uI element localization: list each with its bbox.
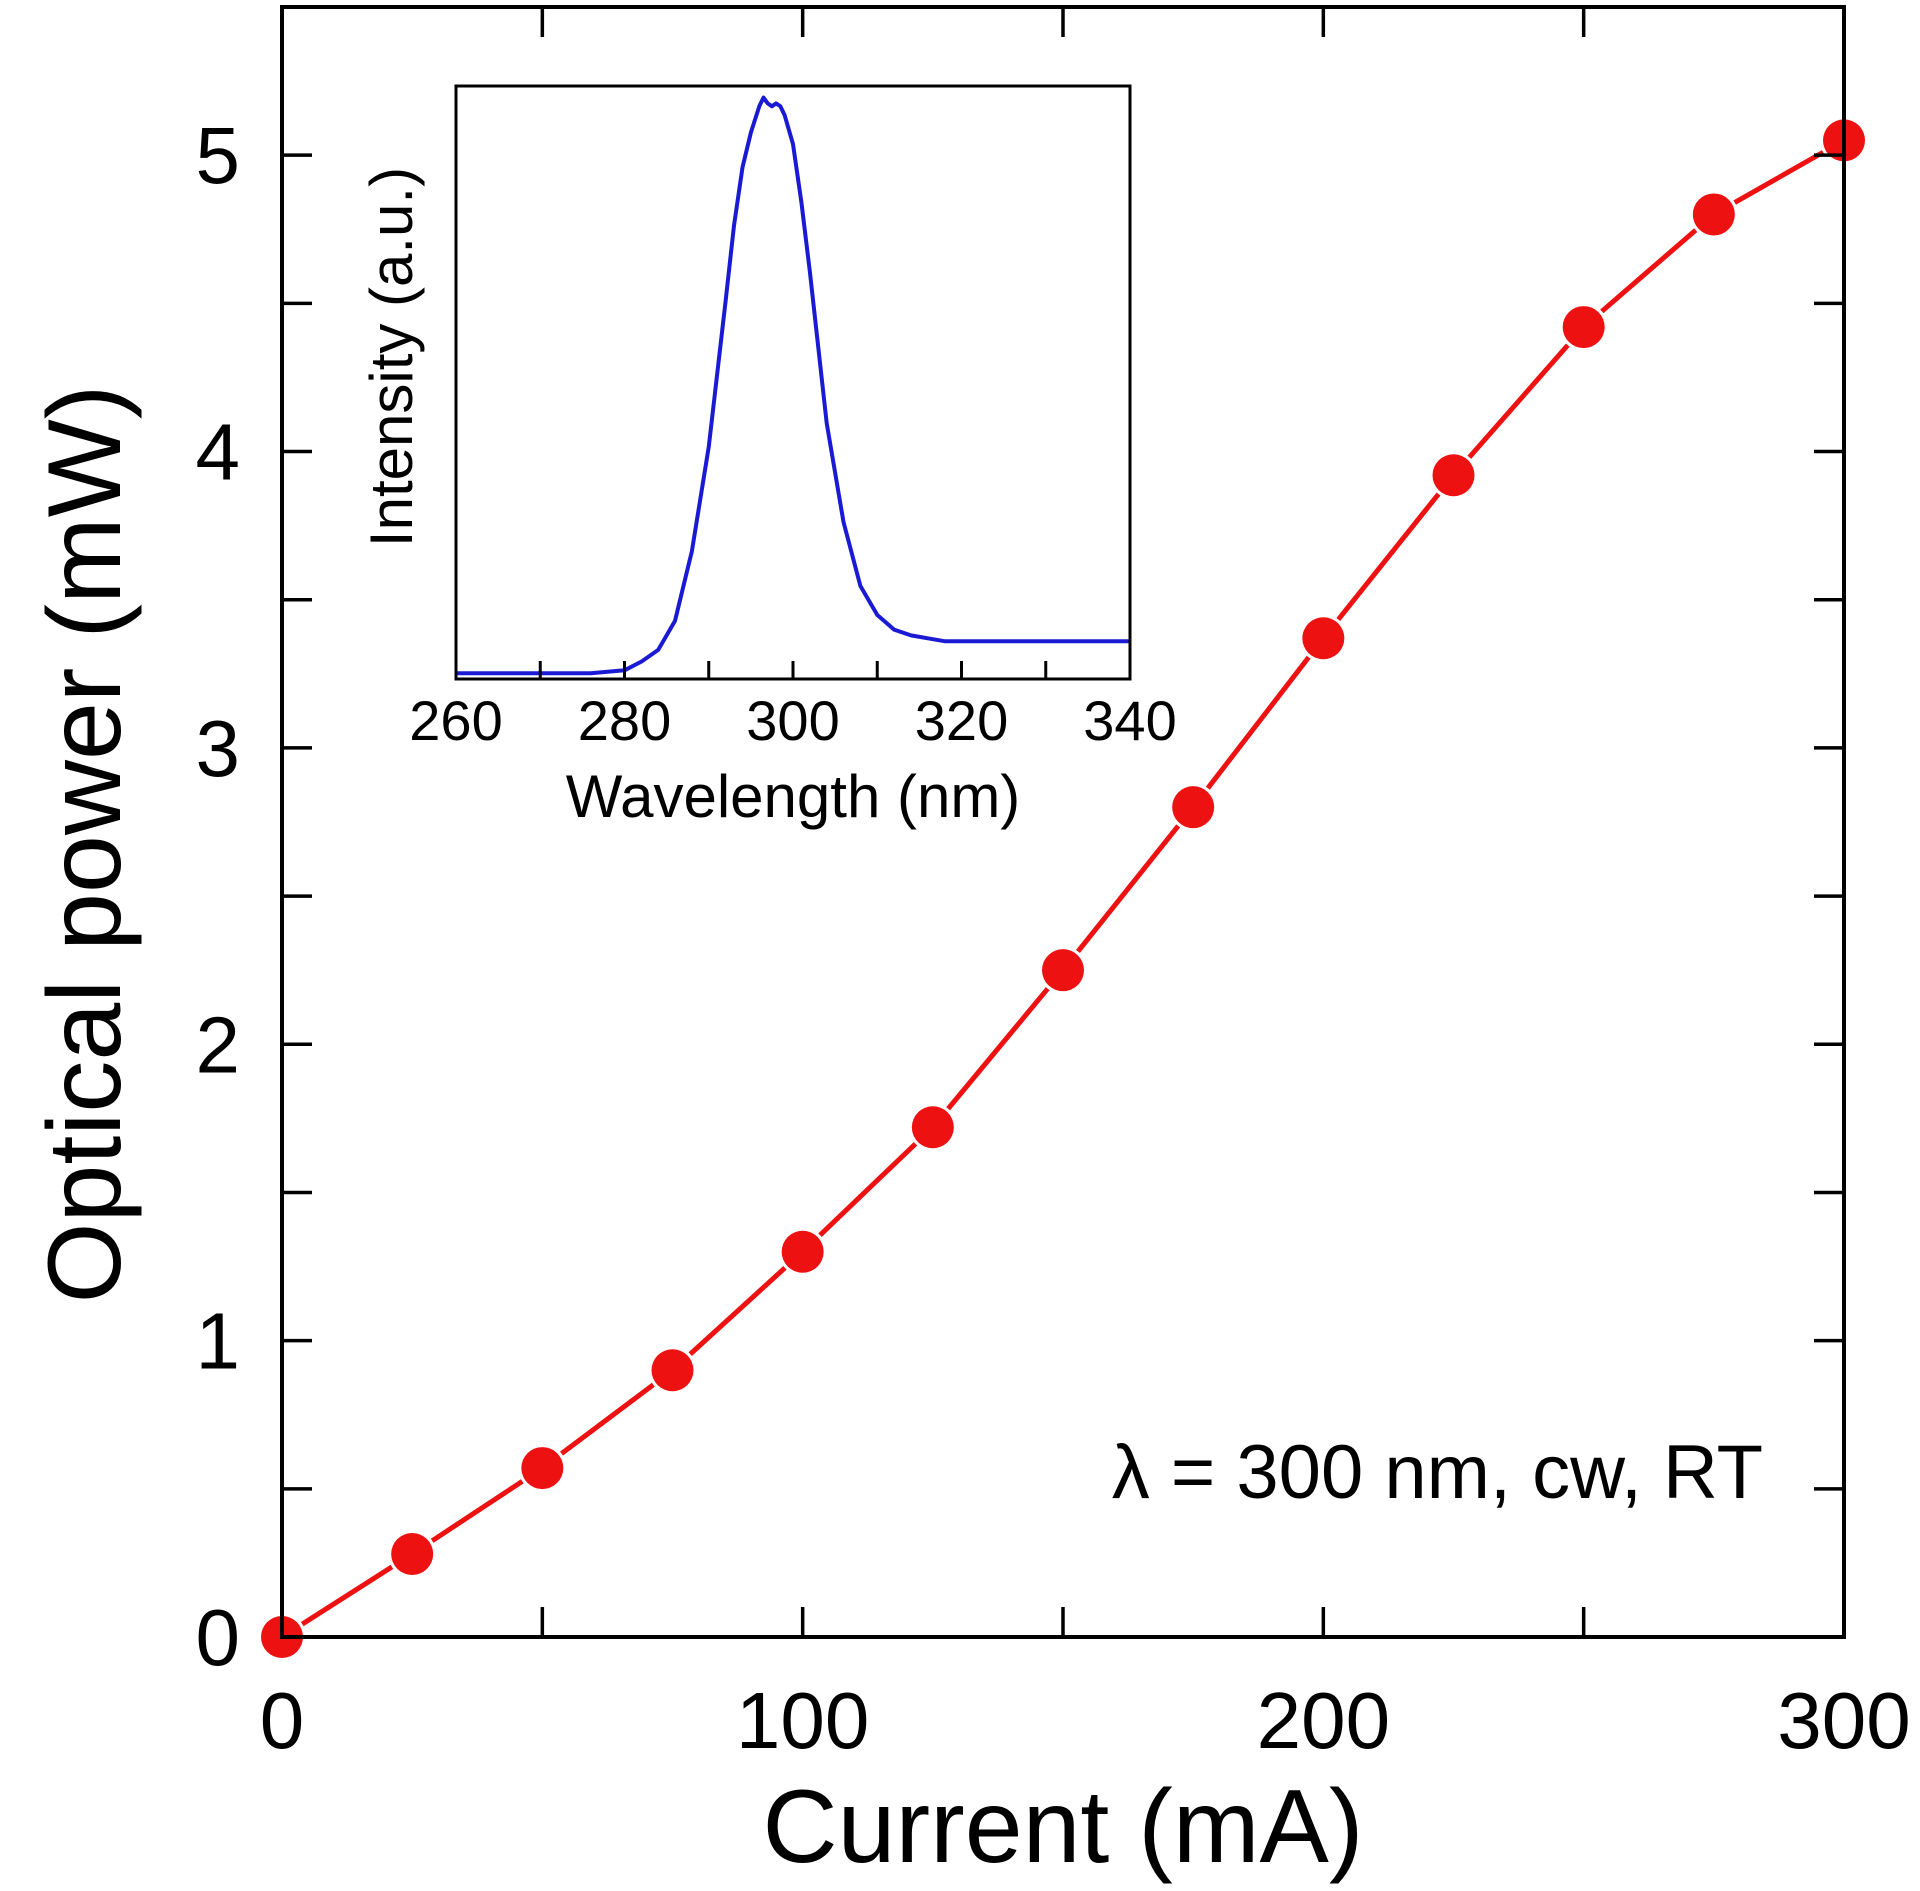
inset-spectrum-line: [456, 95, 1130, 676]
main-x-tick-label: 200: [1257, 1676, 1390, 1765]
inset-x-tick-label: 340: [1083, 689, 1176, 752]
main-y-tick-label: 4: [196, 408, 241, 497]
main-x-tick-label: 300: [1777, 1676, 1910, 1765]
main-data-point: [1042, 949, 1084, 992]
main-annotation: λ = 300 nm, cw, RT: [1112, 1430, 1763, 1515]
main-data-point: [1432, 454, 1475, 497]
inset-ticks: [454, 661, 1132, 679]
inset-x-tick-labels: 260 280 300 320 340: [409, 689, 1176, 752]
main-series-line-segment: [688, 1266, 787, 1356]
main-series-line-segment: [946, 987, 1050, 1111]
main-series-line-segment: [1600, 228, 1698, 314]
main-y-tick-label: 0: [196, 1593, 241, 1682]
main-data-point: [651, 1349, 694, 1392]
main-x-tick-labels: 0 100 200 300: [260, 1676, 1911, 1765]
inset-x-tick-label: 320: [915, 689, 1008, 752]
main-series-line-segment: [430, 1479, 524, 1543]
main-ticks: [280, 5, 1846, 1639]
main-data-point: [1562, 306, 1605, 349]
main-y-tick-labels: 0 1 2 3 4 5: [196, 111, 241, 1682]
main-y-tick-label: 5: [196, 111, 241, 200]
main-data-point: [781, 1230, 824, 1273]
inset-y-axis-label: Intensity (a.u.): [358, 167, 425, 547]
main-series: [261, 119, 1865, 1658]
main-data-point: [1692, 193, 1735, 236]
inset-x-tick-label: 300: [746, 689, 839, 752]
main-series-line-segment: [300, 1564, 394, 1627]
main-series-line-segment: [818, 1142, 918, 1237]
main-data-point: [391, 1533, 434, 1576]
main-y-tick-label: 2: [196, 1000, 241, 1089]
main-data-point: [1302, 617, 1345, 660]
main-series-line-segment: [1205, 655, 1311, 790]
inset-x-tick-label: 280: [578, 689, 671, 752]
main-data-point: [1172, 786, 1215, 829]
main-y-tick-label: 3: [196, 704, 241, 793]
main-data-point: [521, 1447, 564, 1490]
main-series-line-segment: [1733, 150, 1825, 205]
main-series-line-segment: [1076, 824, 1181, 953]
main-series-line-segment: [560, 1382, 655, 1456]
main-data-point: [911, 1106, 954, 1149]
inset-x-tick-label: 260: [409, 689, 502, 752]
main-x-axis-label: Current (mA): [763, 1769, 1364, 1885]
main-y-tick-label: 1: [196, 1297, 241, 1386]
main-plot: 0 100 200 300 0 1 2 3 4 5 Current (mA) Optical p…: [27, 5, 1911, 1885]
main-series-line-segment: [1336, 492, 1441, 622]
main-x-tick-label: 100: [736, 1676, 869, 1765]
inset-plot: 260 280 300 320 340 Wavelength (nm) Intensit…: [358, 84, 1177, 830]
main-y-axis-label: Optical power (mW): [27, 385, 143, 1304]
inset-plot-background: [456, 86, 1130, 679]
inset-x-axis-label: Wavelength (nm): [566, 763, 1021, 830]
inset-series: [456, 95, 1130, 676]
main-x-tick-label: 0: [260, 1676, 305, 1765]
main-series-line-segment: [1467, 343, 1570, 459]
